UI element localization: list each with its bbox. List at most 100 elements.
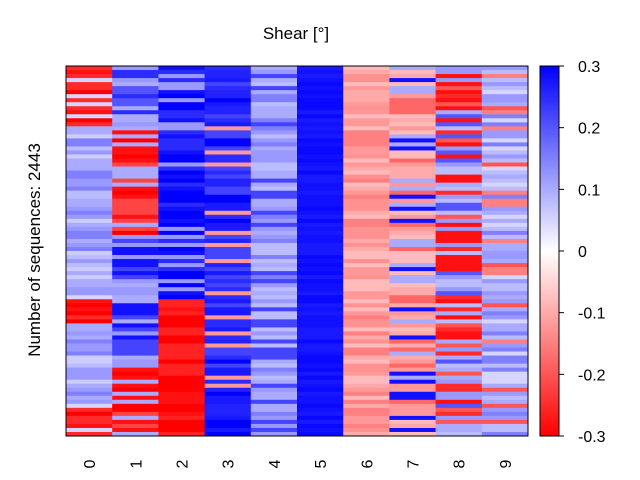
heatmap-cell (158, 323, 205, 328)
heatmap-cell (66, 246, 113, 252)
heatmap-cell (297, 118, 344, 123)
heatmap-cell (297, 202, 344, 208)
heatmap-cell (204, 134, 252, 139)
heatmap-cell (343, 287, 390, 292)
heatmap-cell (66, 391, 113, 397)
heatmap-cell (343, 166, 390, 171)
heatmap-cell (66, 158, 113, 163)
heatmap-cell (297, 178, 344, 184)
heatmap-cell (343, 226, 390, 232)
heatmap-cell (343, 319, 390, 324)
heatmap-cell (66, 78, 113, 83)
heatmap-cell (204, 114, 252, 119)
heatmap-cell (204, 110, 252, 115)
heatmap-cell (297, 122, 344, 127)
heatmap-cell (204, 363, 252, 369)
heatmap-cell (66, 259, 113, 264)
heatmap-cell (158, 118, 205, 123)
heatmap-cell (112, 259, 159, 264)
heatmap-cell (481, 267, 529, 272)
heatmap-cell (389, 383, 436, 389)
x-tick-labels: 0 1 2 3 4 5 6 7 8 9 (82, 459, 515, 468)
heatmap-cell (389, 351, 436, 356)
heatmap-cell (481, 371, 529, 377)
heatmap-cell (435, 335, 483, 340)
heatmap-cell (435, 415, 483, 421)
heatmap-cell (158, 206, 205, 212)
heatmap-cell (435, 299, 483, 304)
heatmap-cell (204, 66, 252, 71)
heatmap-cell (66, 114, 113, 119)
heatmap-cell (204, 154, 252, 159)
heatmap-cell (297, 275, 344, 280)
heatmap-cell (389, 367, 436, 373)
heatmap-cell (158, 303, 205, 308)
heatmap-cell (435, 246, 483, 252)
heatmap-cell (250, 202, 298, 208)
heatmap-cell (481, 423, 529, 429)
x-tick-label: 5 (313, 459, 330, 468)
heatmap-cell (389, 106, 436, 111)
heatmap-cell (435, 190, 483, 196)
heatmap-cell (204, 178, 252, 184)
heatmap-cell (66, 190, 113, 196)
heatmap-cell (343, 295, 390, 300)
heatmap-cell (112, 255, 159, 260)
heatmap-cell (389, 255, 436, 260)
heatmap-cell (250, 351, 298, 356)
heatmap-cell (435, 106, 483, 111)
heatmap-cell (343, 263, 390, 268)
heatmap-cell (204, 162, 252, 167)
heatmap-cell (112, 122, 159, 127)
heatmap-cell (250, 182, 298, 188)
heatmap-cell (481, 255, 529, 260)
heatmap-cell (389, 371, 436, 377)
heatmap-cell (158, 210, 205, 216)
heatmap-cell (204, 411, 252, 417)
heatmap-cell (435, 182, 483, 188)
heatmap-cell (343, 267, 390, 272)
heatmap-cell (343, 134, 390, 139)
heatmap-cell (435, 146, 483, 151)
heatmap-cell (158, 331, 205, 336)
heatmap-cell (343, 170, 390, 175)
heatmap-cell (158, 146, 205, 151)
heatmap-cell (435, 206, 483, 212)
heatmap-cell (389, 142, 436, 147)
heatmap-cell (112, 126, 159, 131)
heatmap-cell (297, 246, 344, 252)
heatmap-cell (435, 150, 483, 155)
heatmap-cell (389, 311, 436, 316)
heatmap-cell (112, 206, 159, 212)
heatmap-cell (343, 178, 390, 184)
heatmap-cell (343, 423, 390, 429)
heatmap-cell (435, 431, 483, 437)
heatmap-cell (158, 162, 205, 167)
heatmap-cell (204, 150, 252, 155)
heatmap-cell (343, 222, 390, 228)
heatmap-cell (389, 299, 436, 304)
heatmap-cell (297, 347, 344, 352)
heatmap-cell (435, 319, 483, 324)
heatmap-cell (481, 118, 529, 123)
heatmap-cell (158, 259, 205, 264)
heatmap-cell (481, 299, 529, 304)
heatmap-cell (343, 110, 390, 115)
heatmap-cell (112, 78, 159, 83)
heatmap-cell (204, 267, 252, 272)
heatmap-cell (343, 347, 390, 352)
heatmap-cell (204, 182, 252, 188)
heatmap-cell (297, 375, 344, 381)
x-tick-label: 9 (498, 459, 515, 468)
heatmap-cell (158, 166, 205, 171)
heatmap-cell (343, 98, 390, 103)
heatmap-cell (389, 271, 436, 276)
heatmap-cell (204, 238, 252, 244)
heatmap-cell (158, 230, 205, 236)
heatmap-cell (343, 230, 390, 236)
heatmap-cell (158, 271, 205, 276)
heatmap-cell (435, 70, 483, 75)
heatmap-cell (389, 391, 436, 397)
heatmap-cell (158, 182, 205, 188)
heatmap-cell (389, 407, 436, 413)
